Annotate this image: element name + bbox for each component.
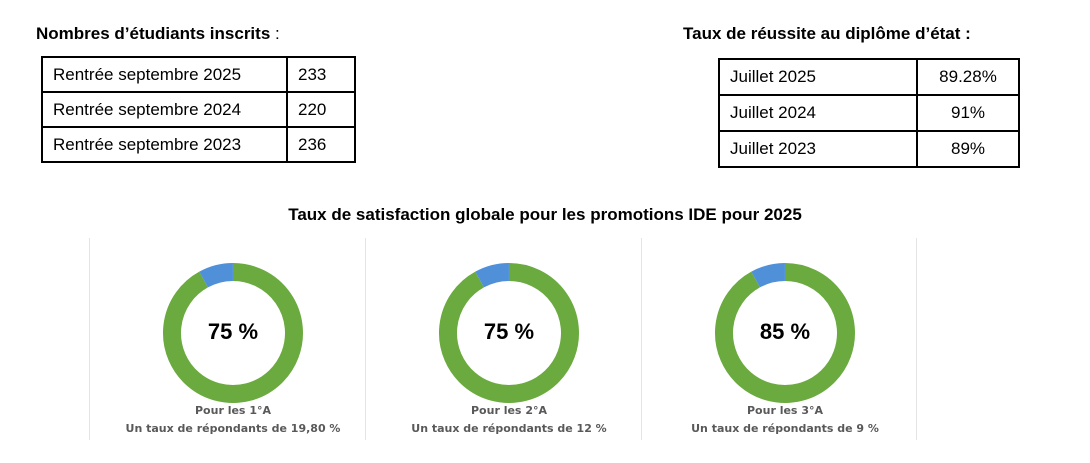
donut-segment-other xyxy=(751,263,786,288)
table-cell-label: Rentrée septembre 2023 xyxy=(41,126,288,163)
donut-caption-line1: Pour les 1°A xyxy=(195,404,271,417)
donut-caption-line2: Un taux de répondants de 12 % xyxy=(411,422,607,435)
table-cell-label: Rentrée septembre 2024 xyxy=(41,91,288,128)
table-cell-value: 236 xyxy=(286,126,356,163)
donut-segment-other xyxy=(199,263,234,288)
enrolment-heading: Nombres d’étudiants inscrits : xyxy=(36,24,280,44)
table-cell-label: Juillet 2024 xyxy=(718,94,918,132)
donut-caption-line2: Un taux de répondants de 9 % xyxy=(691,422,879,435)
donut-segment-satisfied xyxy=(715,263,855,403)
donut-caption-line1: Pour les 2°A xyxy=(471,404,547,417)
donut-caption: Pour les 3°A Un taux de répondants de 9 % xyxy=(647,402,923,438)
success-heading: Taux de réussite au diplôme d’état : xyxy=(683,24,971,43)
satisfaction-title: Taux de satisfaction globale pour les pr… xyxy=(288,205,802,224)
success-table: Juillet 2025 89.28% Juillet 2024 91% Jui… xyxy=(718,58,1020,168)
table-row: Juillet 2024 91% xyxy=(718,94,1020,132)
table-cell-label: Rentrée septembre 2025 xyxy=(41,56,288,93)
donut-segment-other xyxy=(475,263,510,288)
panel-divider xyxy=(365,238,366,440)
table-row: Juillet 2025 89.28% xyxy=(718,58,1020,96)
donut-value-label: 85 % xyxy=(759,319,811,344)
table-row: Rentrée septembre 2023 236 xyxy=(41,126,356,163)
table-row: Rentrée septembre 2025 233 xyxy=(41,56,356,93)
donut-caption-line2: Un taux de répondants de 19,80 % xyxy=(125,422,341,435)
table-cell-label: Juillet 2023 xyxy=(718,130,918,168)
enrolment-table: Rentrée septembre 2025 233 Rentrée septe… xyxy=(41,56,356,163)
table-cell-value: 233 xyxy=(286,56,356,93)
table-row: Rentrée septembre 2024 220 xyxy=(41,91,356,128)
donut-caption: Pour les 1°A Un taux de répondants de 19,… xyxy=(95,402,371,438)
table-row: Juillet 2023 89% xyxy=(718,130,1020,168)
donut-segment-satisfied xyxy=(163,263,303,403)
table-cell-value: 91% xyxy=(916,94,1020,132)
donut-value-label: 75 % xyxy=(207,319,259,344)
table-cell-value: 220 xyxy=(286,91,356,128)
donut-segment-satisfied xyxy=(439,263,579,403)
enrolment-heading-text: Nombres d’étudiants inscrits xyxy=(36,24,271,43)
panel-divider xyxy=(89,238,90,440)
table-cell-value: 89.28% xyxy=(916,58,1020,96)
enrolment-heading-colon: : xyxy=(275,24,280,43)
table-cell-label: Juillet 2025 xyxy=(718,58,918,96)
donut-caption: Pour les 2°A Un taux de répondants de 12 … xyxy=(371,402,647,438)
table-cell-value: 89% xyxy=(916,130,1020,168)
donut-value-label: 75 % xyxy=(483,319,535,344)
panel-divider xyxy=(916,238,917,440)
panel-divider xyxy=(641,238,642,440)
donut-caption-line1: Pour les 3°A xyxy=(747,404,823,417)
